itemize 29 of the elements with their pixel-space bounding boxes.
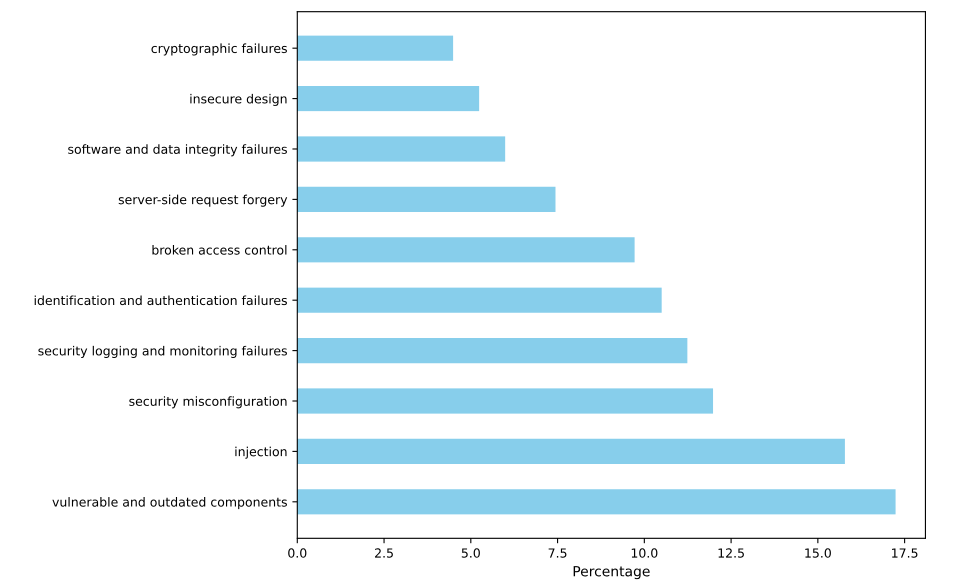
x-tick-label: 12.5 — [718, 548, 744, 558]
bar — [297, 186, 556, 212]
x-tick-label: 0.0 — [288, 548, 306, 558]
bar — [297, 237, 635, 262]
y-tick-label: vulnerable and outdated components — [52, 497, 287, 510]
bar — [297, 388, 714, 414]
bar — [297, 36, 454, 61]
bar — [297, 288, 662, 313]
x-tick-label: 7.5 — [548, 548, 566, 558]
y-tick-label: server-side request forgery — [118, 194, 288, 207]
bar — [297, 438, 845, 464]
y-tick-label: identification and authentication failures — [34, 295, 287, 306]
x-tick-label: 17.5 — [892, 548, 918, 558]
x-tick-label: 5.0 — [462, 548, 480, 558]
y-tick-label: security logging and monitoring failures — [38, 346, 287, 358]
y-tick-label: cryptographic failures — [151, 43, 287, 56]
bar — [297, 86, 480, 112]
bar — [297, 489, 896, 514]
y-tick-label: injection — [235, 446, 287, 459]
bar — [297, 136, 506, 162]
x-tick-label: 2.5 — [375, 548, 393, 558]
y-tick-label: security misconfiguration — [129, 396, 287, 408]
x-tick-label: 15.0 — [805, 548, 831, 558]
x-axis-title: Percentage — [574, 566, 650, 580]
x-tick-label: 10.0 — [632, 548, 658, 558]
y-tick-label: software and data integrity failures — [68, 144, 287, 156]
bar — [297, 338, 688, 364]
y-tick-label: insecure design — [190, 94, 287, 106]
y-tick-label: broken access control — [152, 245, 286, 255]
